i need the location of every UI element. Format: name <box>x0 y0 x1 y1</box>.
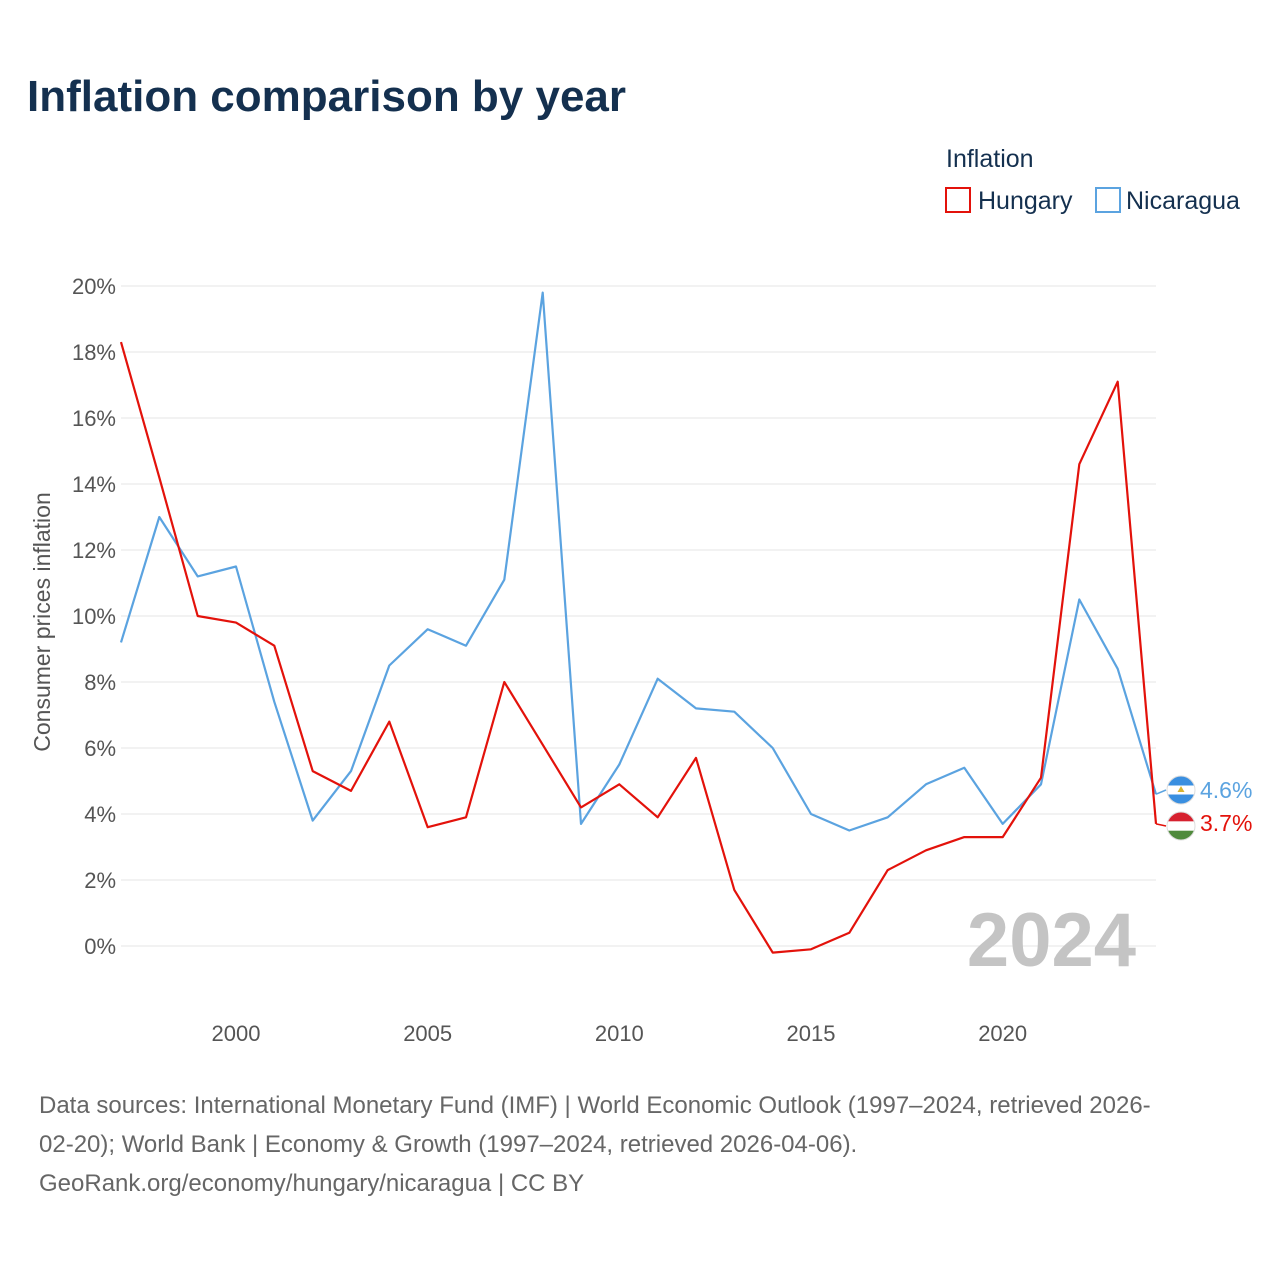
source-line-3: GeoRank.org/economy/hungary/nicaragua | … <box>39 1170 584 1197</box>
x-tick-labels: 2000 2005 2010 2015 2020 <box>212 1021 1028 1046</box>
y-tick-label: 0% <box>84 934 116 959</box>
y-tick-label: 2% <box>84 868 116 893</box>
legend-title: Inflation <box>946 145 1034 173</box>
end-label-hungary: 3.7% <box>1200 810 1252 836</box>
series-line-hungary[interactable] <box>119 341 1158 954</box>
hungary-flag-icon <box>1166 811 1196 841</box>
y-tick-label: 20% <box>72 274 116 299</box>
y-tick-label: 6% <box>84 736 116 761</box>
y-tick-label: 16% <box>72 406 116 431</box>
series-lines <box>119 291 1158 954</box>
end-marker-nicaragua: 4.6% <box>1155 775 1252 805</box>
y-tick-label: 10% <box>72 604 116 629</box>
chart-title: Inflation comparison by year <box>27 72 626 121</box>
gridlines <box>121 285 1156 947</box>
year-watermark: 2024 <box>967 898 1136 983</box>
source-footer: Data sources: International Monetary Fun… <box>39 1092 1151 1197</box>
x-tick-label: 2005 <box>403 1021 452 1046</box>
end-marker-hungary: 3.7% <box>1155 810 1252 841</box>
end-connector-hungary <box>1155 823 1167 827</box>
y-tick-label: 14% <box>72 472 116 497</box>
legend-swatch-nicaragua[interactable] <box>1095 187 1121 213</box>
x-tick-label: 2010 <box>595 1021 644 1046</box>
series-line-nicaragua[interactable] <box>119 291 1158 832</box>
end-label-nicaragua: 4.6% <box>1200 777 1252 803</box>
y-tick-label: 12% <box>72 538 116 563</box>
y-tick-label: 4% <box>84 802 116 827</box>
legend-label-nicaragua[interactable]: Nicaragua <box>1126 187 1240 215</box>
y-axis-label: Consumer prices inflation <box>29 492 55 752</box>
y-tick-label: 8% <box>84 670 116 695</box>
legend-label-hungary[interactable]: Hungary <box>978 187 1073 215</box>
x-tick-label: 2000 <box>212 1021 261 1046</box>
y-tick-labels: 0% 2% 4% 6% 8% 10% 12% 14% 16% 18% 20% <box>72 274 116 959</box>
source-line-2: 02-20); World Bank | Economy & Growth (1… <box>39 1131 857 1158</box>
source-line-1: Data sources: International Monetary Fun… <box>39 1092 1151 1119</box>
x-tick-label: 2015 <box>787 1021 836 1046</box>
legend-swatch-hungary[interactable] <box>945 187 971 213</box>
legend: Inflation Hungary Nicaragua <box>945 145 1240 215</box>
end-connector-nicaragua <box>1155 789 1167 795</box>
nicaragua-flag-icon <box>1166 775 1196 805</box>
y-tick-label: 18% <box>72 340 116 365</box>
x-tick-label: 2020 <box>978 1021 1027 1046</box>
